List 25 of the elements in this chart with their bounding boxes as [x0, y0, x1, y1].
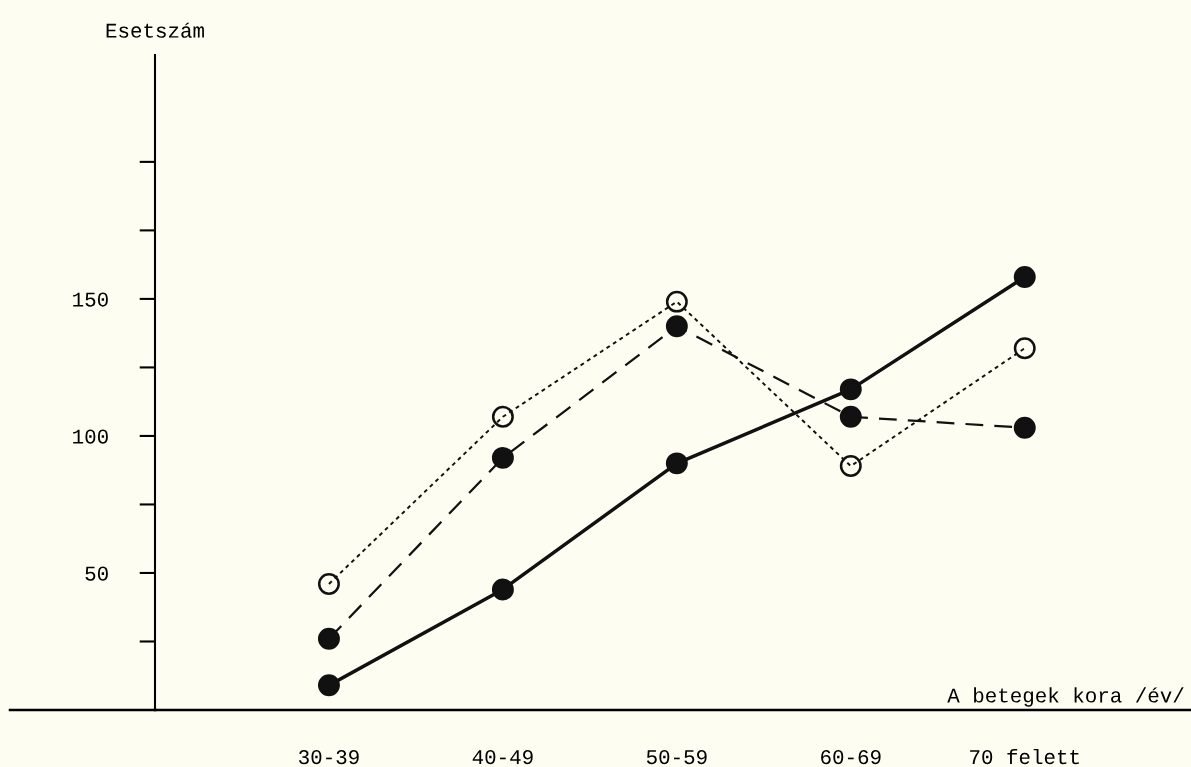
- x-tick-label: 60-69: [821, 750, 881, 765]
- point: [491, 578, 514, 601]
- point: [839, 405, 862, 428]
- x-axis-title: A betegek kora /év/: [947, 687, 1184, 707]
- point: [839, 455, 862, 478]
- point: [317, 627, 340, 650]
- x-tick-label: 70 felett: [970, 748, 1079, 765]
- point: [1013, 266, 1036, 288]
- y-axis-title: Esetszám: [106, 22, 204, 38]
- point: [317, 674, 340, 697]
- y-tick-label: 50: [85, 566, 108, 581]
- point: [839, 378, 862, 401]
- x-tick-label: 40-49: [472, 750, 533, 765]
- point: [491, 405, 514, 428]
- y-tick-label: 150: [73, 292, 108, 307]
- x-tick-label: 50-59: [646, 750, 707, 765]
- point: [665, 315, 688, 338]
- y-tick-label: 100: [73, 429, 108, 444]
- point: [491, 446, 514, 469]
- point: [665, 290, 688, 313]
- point: [665, 452, 688, 475]
- x-tick-label: 30-39: [298, 750, 359, 765]
- point: [1013, 337, 1036, 360]
- point: [317, 572, 340, 595]
- point: [1013, 416, 1036, 439]
